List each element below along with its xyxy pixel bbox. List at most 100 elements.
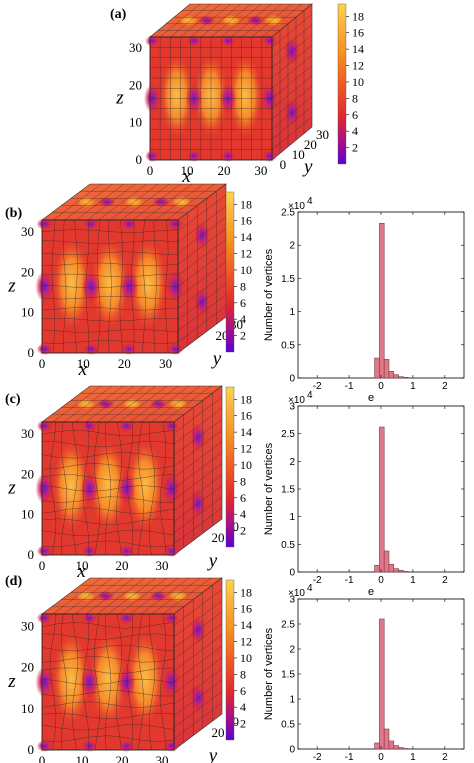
histogram-bar bbox=[388, 371, 395, 379]
colorbar-tick-label: 4 bbox=[240, 312, 246, 326]
colorbar-tick-label: 2 bbox=[240, 329, 246, 343]
mesh-line bbox=[41, 633, 175, 640]
mesh-line bbox=[87, 183, 136, 221]
cold-region bbox=[81, 612, 98, 624]
y-tick-label: 30 bbox=[316, 127, 329, 142]
x-tick-label: -1 bbox=[345, 381, 354, 392]
mesh-line bbox=[96, 577, 146, 615]
mesh-line bbox=[107, 385, 157, 423]
histogram-bar bbox=[379, 222, 385, 379]
x-tick-label: -1 bbox=[345, 752, 354, 763]
colorbar-tick-label: 18 bbox=[240, 392, 252, 406]
mesh-line bbox=[271, 24, 313, 58]
colorbar-tick-label: 8 bbox=[240, 667, 246, 681]
mesh-line bbox=[173, 507, 223, 545]
mesh-line bbox=[173, 668, 223, 705]
x-tick-label: 2 bbox=[442, 575, 448, 586]
y-tick-label: 1 bbox=[289, 512, 295, 523]
x-tick-label: 0 bbox=[147, 163, 154, 178]
mesh-line bbox=[96, 385, 146, 423]
z-tick-label: 10 bbox=[21, 305, 34, 320]
mesh-line bbox=[104, 421, 112, 556]
histogram-bar bbox=[403, 748, 409, 750]
z-tick-label: 0 bbox=[136, 152, 143, 167]
mesh-line bbox=[271, 65, 313, 99]
mesh-line bbox=[41, 329, 179, 333]
x-axis-label: e bbox=[368, 586, 374, 598]
mesh-line bbox=[75, 183, 125, 221]
cold-region bbox=[81, 740, 98, 752]
mesh-line bbox=[173, 611, 223, 649]
cold-region bbox=[162, 665, 181, 699]
cold-region bbox=[118, 612, 135, 624]
colorbar-tick-label: 6 bbox=[240, 684, 246, 698]
x-tick-label: 0 bbox=[378, 575, 384, 586]
mesh-line bbox=[271, 34, 313, 68]
mesh-line bbox=[251, 3, 292, 38]
colorbar-tick-label: 2 bbox=[240, 524, 246, 538]
colorbar-tick-label: 2 bbox=[240, 717, 246, 731]
colorbar: 2 4 6 8 10 12 14 16 18 bbox=[225, 386, 252, 548]
mesh-line bbox=[180, 3, 221, 38]
mesh-line bbox=[271, 75, 313, 109]
y-tick-label: 2.5 bbox=[281, 620, 295, 631]
histogram-bar bbox=[403, 571, 409, 573]
x-axis-label: x bbox=[76, 561, 86, 582]
cold-region bbox=[36, 420, 53, 432]
y-tick-label: 1 bbox=[289, 307, 295, 318]
z-axis-label: z bbox=[7, 276, 16, 297]
x-tick-label: 10 bbox=[180, 163, 193, 178]
mesh-line bbox=[121, 183, 170, 221]
cold-region bbox=[80, 665, 99, 699]
y-axis-label: Number of vertices bbox=[263, 442, 275, 535]
mesh-line bbox=[164, 219, 169, 354]
colorbar-tick-label: 10 bbox=[240, 651, 252, 665]
cold-region bbox=[82, 218, 100, 230]
hot-region bbox=[89, 633, 127, 726]
cube-outline bbox=[41, 219, 179, 354]
mesh-line bbox=[173, 485, 223, 522]
colorbar-tick-label: 10 bbox=[352, 75, 364, 89]
colorbar-tick-label: 18 bbox=[352, 9, 364, 23]
mesh-line bbox=[151, 577, 201, 615]
mesh-line bbox=[177, 250, 227, 287]
mesh-line bbox=[63, 577, 113, 615]
mesh-line bbox=[261, 3, 302, 38]
colorbar-tick-label: 14 bbox=[240, 230, 252, 244]
cold-region bbox=[118, 545, 135, 557]
colorbar-tick-label: 18 bbox=[240, 197, 252, 211]
mesh-line bbox=[173, 589, 223, 626]
mesh-line bbox=[41, 690, 175, 697]
panel-label: (a) bbox=[110, 7, 127, 22]
x-tick-label: 30 bbox=[159, 356, 172, 371]
histogram-bar bbox=[383, 550, 390, 573]
y-multiplier: ×10 bbox=[288, 395, 305, 406]
x-tick-label: 1 bbox=[410, 752, 416, 763]
histogram-bar bbox=[388, 563, 395, 573]
mesh-line bbox=[177, 272, 227, 309]
mesh-line bbox=[41, 712, 175, 720]
x-tick-label: 0 bbox=[39, 356, 46, 371]
mesh-line bbox=[162, 577, 212, 615]
mesh-line bbox=[41, 340, 179, 344]
cold-region bbox=[97, 197, 116, 207]
histogram-bar bbox=[379, 618, 385, 750]
panel-label: (c) bbox=[5, 392, 21, 407]
mesh-line bbox=[271, 14, 313, 48]
y-tick-label: 1.5 bbox=[281, 485, 295, 496]
mesh-line bbox=[271, 85, 313, 120]
cold-region bbox=[119, 270, 139, 303]
mesh-line bbox=[115, 613, 123, 751]
y-multiplier: ×10 bbox=[288, 201, 305, 212]
mesh-line bbox=[118, 577, 168, 615]
cold-region bbox=[80, 472, 99, 505]
mesh-line bbox=[177, 294, 227, 332]
mesh-line bbox=[148, 613, 155, 751]
mesh-line bbox=[41, 678, 175, 686]
mesh-line bbox=[115, 421, 123, 556]
mesh-line bbox=[41, 284, 179, 289]
